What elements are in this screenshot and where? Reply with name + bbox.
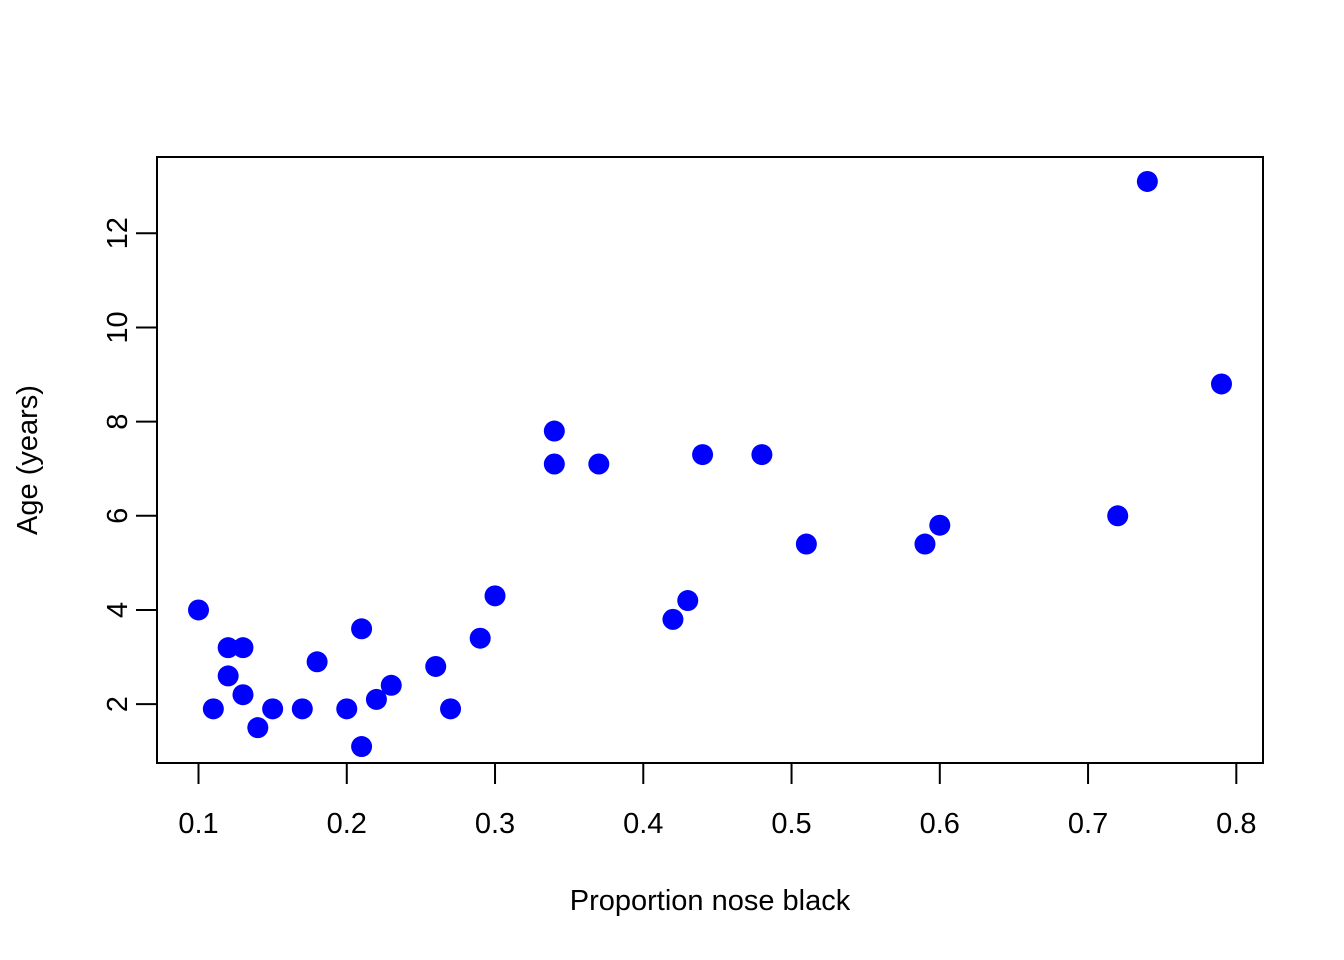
data-point bbox=[291, 698, 313, 720]
x-tick-label: 0.2 bbox=[327, 808, 367, 840]
data-point bbox=[1210, 373, 1232, 395]
x-tick-label: 0.3 bbox=[475, 808, 515, 840]
data-point bbox=[217, 665, 239, 687]
data-point bbox=[202, 698, 224, 720]
data-point bbox=[795, 533, 817, 555]
data-point bbox=[440, 698, 462, 720]
data-point bbox=[469, 627, 491, 649]
y-tick-label: 2 bbox=[102, 696, 134, 712]
x-axis-title: Proportion nose black bbox=[570, 885, 851, 917]
data-point bbox=[543, 453, 565, 475]
y-tick-label: 4 bbox=[102, 602, 134, 618]
data-point bbox=[425, 655, 447, 677]
y-tick-label: 6 bbox=[102, 508, 134, 524]
x-tick-label: 0.5 bbox=[771, 808, 811, 840]
y-tick-label: 10 bbox=[102, 311, 134, 343]
data-point bbox=[914, 533, 936, 555]
y-tick-label: 12 bbox=[102, 217, 134, 249]
x-tick-label: 0.1 bbox=[178, 808, 218, 840]
data-point bbox=[336, 698, 358, 720]
data-point bbox=[365, 688, 387, 710]
data-point bbox=[929, 514, 951, 536]
data-point bbox=[543, 420, 565, 442]
data-point bbox=[1107, 505, 1129, 527]
data-point bbox=[232, 637, 254, 659]
x-tick-label: 0.6 bbox=[920, 808, 960, 840]
data-point bbox=[351, 736, 373, 758]
data-point bbox=[217, 637, 239, 659]
data-point bbox=[306, 651, 328, 673]
y-tick-label: 8 bbox=[102, 414, 134, 430]
data-point bbox=[351, 618, 373, 640]
data-point bbox=[247, 717, 269, 739]
y-axis-title: Age (years) bbox=[12, 385, 44, 535]
data-point bbox=[232, 684, 254, 706]
data-point bbox=[751, 444, 773, 466]
data-point bbox=[692, 444, 714, 466]
data-point bbox=[662, 608, 684, 630]
x-tick-label: 0.8 bbox=[1216, 808, 1256, 840]
data-point bbox=[484, 585, 506, 607]
data-point bbox=[380, 674, 402, 696]
data-point bbox=[677, 590, 699, 612]
data-point bbox=[262, 698, 284, 720]
x-tick-label: 0.4 bbox=[623, 808, 663, 840]
data-point bbox=[588, 453, 610, 475]
data-point bbox=[188, 599, 210, 621]
data-point bbox=[1136, 170, 1158, 192]
x-tick-label: 0.7 bbox=[1068, 808, 1108, 840]
